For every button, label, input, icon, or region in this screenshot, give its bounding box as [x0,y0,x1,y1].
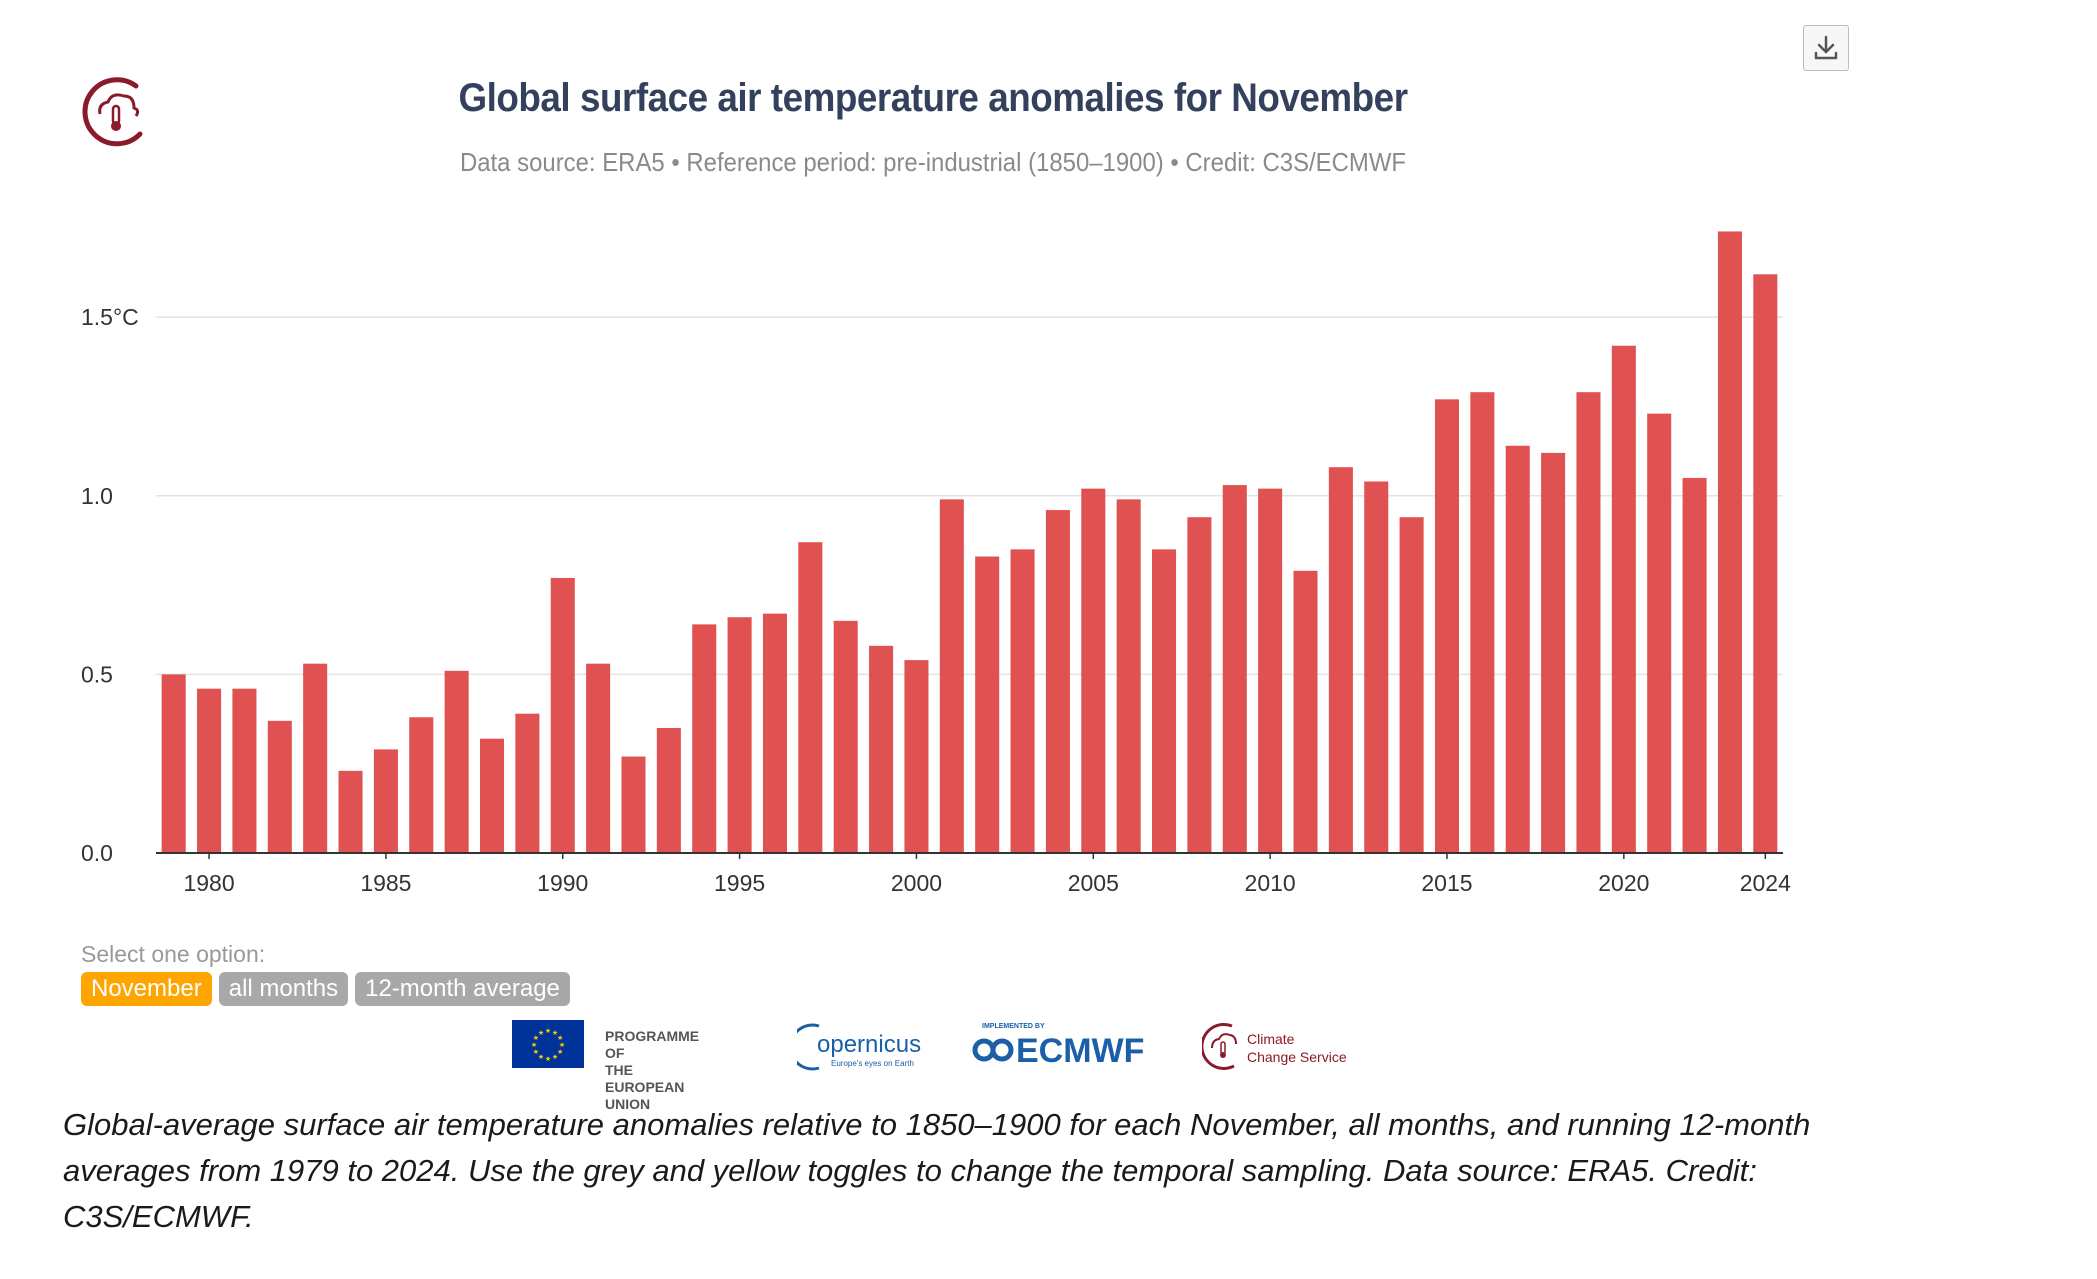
bar-2005[interactable] [1081,488,1106,853]
bar-2019[interactable] [1576,392,1601,853]
bar-2000[interactable] [904,660,929,853]
select-label: Select one option: [81,941,266,967]
bar-2011[interactable] [1293,570,1318,853]
y-tick-label: 1.0 [81,483,113,509]
bar-1994[interactable] [692,624,717,853]
bar-1989[interactable] [515,713,540,853]
bar-1998[interactable] [833,620,858,853]
svg-text:★: ★ [545,1027,551,1035]
bar-2001[interactable] [939,499,964,853]
x-tick-label: 1980 [183,870,234,896]
figure-caption: Global-average surface air temperature a… [63,1107,1811,1234]
svg-text:★: ★ [533,1034,539,1042]
y-tick-label: 0.0 [81,840,113,866]
svg-text:★: ★ [538,1029,544,1037]
chart-title: Global surface air temperature anomalies… [458,76,1408,120]
x-tick-label: 2000 [891,870,942,896]
c3s-partner-logo: Climate Change Service [1200,1020,1362,1079]
x-tick-label: 2005 [1068,870,1119,896]
svg-text:★: ★ [552,1053,558,1061]
svg-text:★: ★ [545,1055,551,1063]
bar-2022[interactable] [1682,477,1707,853]
bar-1984[interactable] [338,770,363,853]
x-tick-label: 2020 [1598,870,1649,896]
bar-1997[interactable] [798,542,823,853]
bar-1987[interactable] [444,670,469,853]
bar-2020[interactable] [1611,345,1636,853]
svg-text:Climate: Climate [1247,1031,1295,1047]
bar-1991[interactable] [586,663,611,853]
bar-2002[interactable] [975,556,1000,853]
bar-2007[interactable] [1152,549,1177,853]
ecmwf-logo: IMPLEMENTED BY ECMWF [970,1020,1170,1079]
svg-text:★: ★ [557,1034,563,1042]
download-icon [1814,35,1838,60]
bar-2006[interactable] [1116,499,1141,853]
bar-1980[interactable] [197,688,222,853]
bar-1992[interactable] [621,756,646,853]
c3s-logo [78,74,154,150]
svg-text:★: ★ [552,1029,558,1037]
x-tick-label: 2015 [1421,870,1472,896]
svg-text:★: ★ [533,1048,539,1056]
bar-2015[interactable] [1434,399,1460,853]
toggle-12-month-average[interactable]: 12-month average [355,972,570,1006]
x-tick-label: 1990 [537,870,588,896]
y-tick-label: 1.5°C [81,304,139,330]
svg-text:ECMWF: ECMWF [1016,1032,1144,1070]
copernicus-logo: opernicus Europe's eyes on Earth [788,1020,937,1079]
bar-2017[interactable] [1505,445,1530,853]
y-tick-label: 0.5 [81,661,113,687]
toggle-group: November all months 12-month average [81,972,570,1006]
svg-text:★: ★ [559,1041,565,1049]
eu-flag-logo: ★ ★ ★ ★ ★ ★ ★ ★ ★ ★ ★ ★ [512,1020,584,1068]
bar-2012[interactable] [1328,467,1353,853]
bar-2003[interactable] [1010,549,1035,853]
eu-programme-text: PROGRAMME OF THE EUROPEAN UNION [605,1028,700,1112]
bar-1982[interactable] [267,720,292,853]
x-tick-label: 2010 [1245,870,1296,896]
svg-text:opernicus: opernicus [817,1031,921,1058]
bar-1983[interactable] [303,663,328,853]
x-tick-label: 2024 [1740,870,1791,896]
bar-1995[interactable] [727,617,752,853]
svg-text:★: ★ [557,1048,563,1056]
x-tick-label: 1985 [360,870,411,896]
download-button[interactable] [1803,25,1849,71]
bar-chart: 0.0 0.5 1.0 1.5°C 1980 1985 1990 1995 2000 2005 20… [81,231,1791,896]
svg-text:Change Service: Change Service [1247,1049,1347,1065]
x-tick-label: 1995 [714,870,765,896]
svg-text:Europe's eyes on Earth: Europe's eyes on Earth [831,1059,914,1068]
bar-2009[interactable] [1222,485,1247,853]
bar-2014[interactable] [1399,517,1424,853]
bar-1996[interactable] [762,613,787,853]
svg-text:★: ★ [538,1053,544,1061]
bar-2024[interactable] [1753,274,1778,853]
toggle-all-months[interactable]: all months [218,972,349,1006]
bar-2010[interactable] [1258,488,1283,853]
toggle-november[interactable]: November [81,972,212,1006]
bar-2023[interactable] [1717,231,1742,853]
bar-1999[interactable] [869,645,894,853]
svg-text:★: ★ [531,1041,537,1049]
bar-1985[interactable] [373,749,398,853]
sampling-selector: Select one option: November all months 1… [81,941,570,1006]
bar-1988[interactable] [479,738,505,853]
bar-2016[interactable] [1470,392,1495,853]
chart-subtitle: Data source: ERA5 • Reference period: pr… [459,147,1407,177]
bar-1986[interactable] [409,717,434,853]
bar-1981[interactable] [232,688,257,853]
bar-2018[interactable] [1541,452,1566,853]
bar-1993[interactable] [656,727,681,853]
bar-2021[interactable] [1647,413,1672,853]
bar-1990[interactable] [550,577,575,853]
bar-1979[interactable] [161,674,186,853]
svg-text:IMPLEMENTED BY: IMPLEMENTED BY [982,1023,1045,1030]
bar-2004[interactable] [1045,510,1070,853]
bar-2008[interactable] [1187,517,1212,853]
bar-2013[interactable] [1364,481,1389,853]
